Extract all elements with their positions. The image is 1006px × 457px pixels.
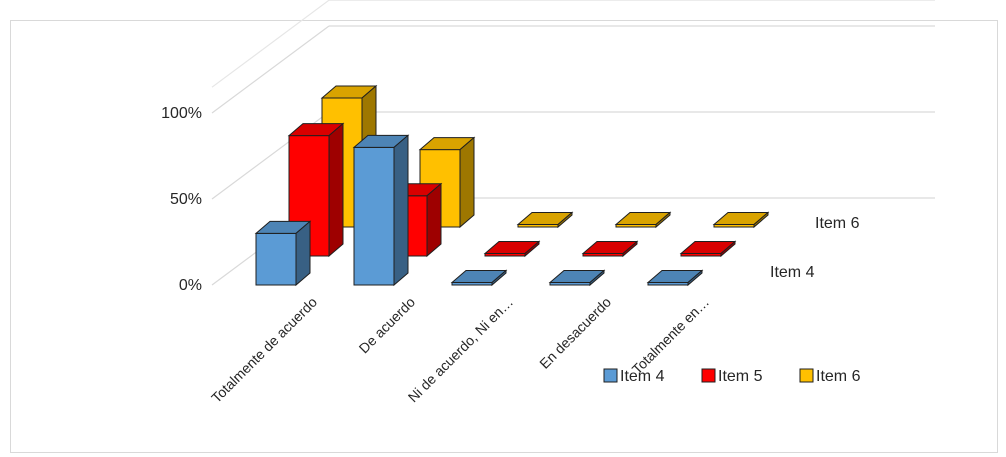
legend-label: Item 4 [620,368,665,385]
bar-item-4-5 [646,269,704,287]
bar-top [548,270,606,283]
y-tick-label: 100% [161,105,202,122]
chart-bars [254,84,770,287]
bar-side [655,211,671,229]
bar-side [459,136,475,229]
bar-top [483,241,541,254]
bar-item-4-1 [254,220,312,287]
bar-item-6-4 [614,211,672,229]
bar-item-4-4 [548,269,606,287]
bar-top [450,270,508,283]
bar-item-4-2 [352,134,410,287]
bar-side [589,269,605,287]
depth-label: Item 6 [815,215,860,232]
bar-side [295,220,311,287]
bar-side [753,211,769,229]
bar-item-5-4 [581,240,639,258]
legend: Item 4 Item 5 Item 6 [603,368,861,385]
y-axis-ticks: 0% 50% 100% [161,105,202,294]
bar-side [393,134,409,287]
bar-side [328,122,344,258]
bar-side [687,269,703,287]
x-category-label: De acuerdo [356,294,419,357]
side-gridline [211,0,330,88]
bar-item-6-3 [516,211,574,229]
bar-side [491,269,507,287]
bar-side [622,240,638,258]
bar-item-5-3 [483,240,541,258]
bar-front [255,232,297,286]
bar-top [712,212,770,225]
side-gridline [211,25,330,114]
bar-side [524,240,540,258]
x-category-label: Totalmente en… [629,294,712,377]
legend-label: Item 5 [718,368,763,385]
bar-top [516,212,574,225]
bar-top [614,212,672,225]
x-category-label: Ni de acuerdo, Ni en… [405,294,516,405]
bar-item-5-5 [679,240,737,258]
legend-item: Item 6 [799,368,861,385]
depth-axis-labels: Item 4 Item 6 [770,215,860,281]
y-tick-label: 0% [179,277,202,294]
legend-swatch [701,368,716,383]
chart-frame [10,20,998,453]
legend-label: Item 6 [816,368,861,385]
legend-swatch [799,368,814,383]
bar-top [581,241,639,254]
bar-top [646,270,704,283]
depth-label: Item 4 [770,264,815,281]
bar-item-6-5 [712,211,770,229]
bar-front [353,146,395,286]
bar-side [557,211,573,229]
bar-side [720,240,736,258]
y-tick-label: 50% [170,191,202,208]
legend-item: Item 4 [603,368,665,385]
legend-item: Item 5 [701,368,763,385]
bar-item-4-3 [450,269,508,287]
bar-top [679,241,737,254]
x-category-label: Totalmente de acuerdo [208,294,320,406]
legend-swatch [603,368,618,383]
x-category-label: En desacuerdo [536,294,614,372]
bar-side [426,182,442,258]
